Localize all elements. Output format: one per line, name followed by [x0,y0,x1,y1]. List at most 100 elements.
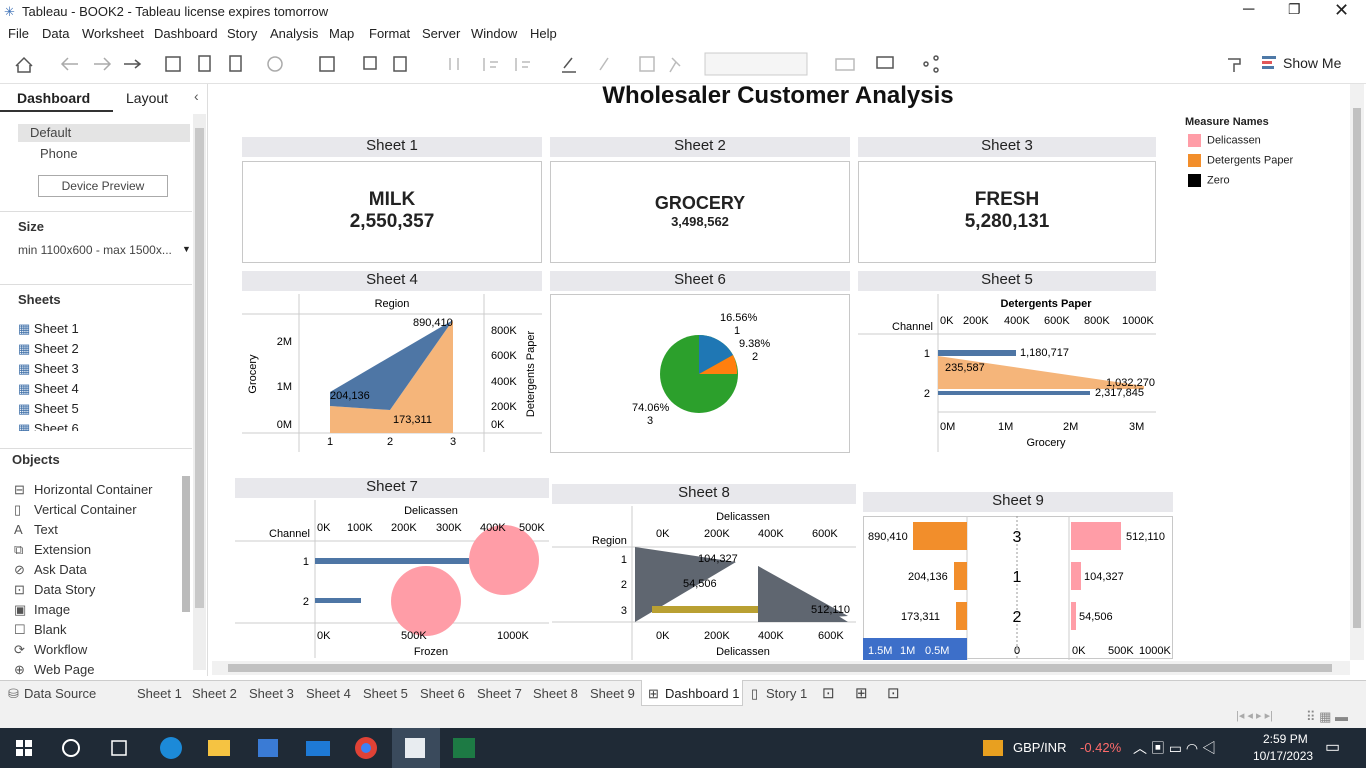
s8-top-0k: 0K [656,528,670,540]
sheet-list-item[interactable]: ▦ Sheet 3 [18,361,178,379]
object-item[interactable]: ⊕ Web Page [14,662,180,680]
object-item[interactable]: ⊟ Horizontal Container [14,482,180,500]
sheet5-area [938,356,1144,389]
menu-server[interactable]: Server [422,26,461,41]
tab-sheet-7[interactable]: Sheet 7 [477,686,522,701]
s5-row-2: 2 [924,388,930,400]
menu-dashboard[interactable]: Dashboard [154,26,218,41]
view-toggle-icon[interactable]: ⠿ ▦ ▬ [1306,709,1349,724]
tab-sheet-6[interactable]: Sheet 6 [420,686,465,701]
legend-item[interactable]: Zero [1188,174,1230,190]
object-item[interactable]: ▯ Vertical Container [14,502,180,520]
tab-sheet-8[interactable]: Sheet 8 [533,686,578,701]
new-worksheet-icon[interactable]: ⊡ [822,685,835,702]
object-item[interactable]: A Text [14,522,180,540]
tray-icons[interactable]: ︿ ▣ ▭ ◠ ◁ [1133,740,1217,756]
legend-item[interactable]: Delicassen [1188,134,1261,150]
s5-top-400k: 400K [1004,315,1030,327]
text-format-icon [639,56,655,72]
s5-label-235587: 235,587 [945,362,985,374]
legend-item[interactable]: Detergents Paper [1188,154,1293,170]
pin-icon [669,57,681,73]
tab-sheet-3[interactable]: Sheet 3 [249,686,294,701]
s9-axis-500k: 500K [1108,645,1134,657]
sheet1-header: Sheet 1 [242,137,542,157]
s7-top-300k: 300K [436,522,462,534]
objects-scrollbar[interactable] [182,476,190,612]
store-icon [258,739,278,757]
chevron-down-icon[interactable]: ▼ [182,244,191,254]
sheet-list-label: Sheet 6 [33,421,79,431]
pause-icon [229,55,242,72]
s5-top-1000k: 1000K [1122,315,1154,327]
blank-icon: ☐ [14,622,26,637]
save-icon [165,56,181,72]
device-phone[interactable]: Phone [40,146,78,161]
object-item[interactable]: ⊡ Data Story [14,582,180,600]
menu-window[interactable]: Window [471,26,518,41]
menu-worksheet[interactable]: Worksheet [82,26,144,41]
nav-arrows-icon[interactable]: |◂ ◂ ▸ ▸| [1236,710,1273,722]
web-page-icon: ⊕ [14,662,25,677]
s8-top-200k: 200K [704,528,730,540]
minimize-icon[interactable]: ─ [1243,1,1255,18]
mail-icon [306,741,330,756]
fresh-value: 5,280,131 [964,211,1050,232]
object-item[interactable]: ⧉ Extension [14,542,180,560]
tab-layout[interactable]: Layout [126,90,169,106]
s5-row-1: 1 [924,348,930,360]
object-item[interactable]: ☐ Blank [14,622,180,640]
taskbar-icons [16,728,1003,768]
sheet4-y-left: Grocery [247,354,259,394]
device-default[interactable]: Default [30,125,72,140]
tab-dashboard-1[interactable]: Dashboard 1 [665,686,740,701]
tab-story-1[interactable]: Story 1 [766,686,808,701]
device-preview-button[interactable]: Device Preview [38,175,168,197]
s5-top-600k: 600K [1044,315,1070,327]
object-item[interactable]: ⊘ Ask Data [14,562,180,580]
tab-dashboard[interactable]: Dashboard [17,90,91,106]
menu-file[interactable]: File [8,26,29,41]
tab-sheet-5[interactable]: Sheet 5 [363,686,408,701]
menu-story[interactable]: Story [227,26,258,41]
sheet2-header: Sheet 2 [550,137,850,157]
object-item[interactable]: ⟳ Workflow [14,642,180,660]
tab-sheet-1[interactable]: Sheet 1 [137,686,182,701]
pie-slice-2 [699,355,738,374]
close-icon[interactable]: ✕ [1334,0,1350,20]
sheet-list-item[interactable]: ▦ Sheet 2 [18,341,178,359]
object-label: Vertical Container [34,502,137,517]
sheet7-bar-ch2 [315,598,361,603]
horizontal-scrollbar[interactable] [212,661,1350,675]
tab-sheet-2[interactable]: Sheet 2 [192,686,237,701]
tab-sheet-9[interactable]: Sheet 9 [590,686,635,701]
notification-icon[interactable]: ▭ [1325,739,1341,756]
worksheet-icon: ▦ [18,381,34,396]
sheet-list-item[interactable]: ▦ Sheet 1 [18,321,178,339]
sheet-list-item[interactable]: ▦ Sheet 4 [18,381,178,399]
s4-label-204136: 204,136 [330,390,370,402]
tab-data-source[interactable]: Data Source [24,686,97,701]
new-dashboard-icon[interactable]: ⊞ [855,685,868,702]
vertical-scrollbar[interactable] [1350,84,1364,660]
s5-row-title: Channel [892,321,933,333]
new-story-icon[interactable]: ⊡ [887,685,900,702]
size-dropdown[interactable]: min 1100x600 - max 1500x... [18,243,172,257]
menu-help[interactable]: Help [530,26,557,41]
show-me-button[interactable]: Show Me [1283,55,1342,71]
menu-map[interactable]: Map [329,26,355,41]
menu-data[interactable]: Data [42,26,70,41]
s5-top-title: Detergents Paper [1000,298,1092,310]
collapse-icon[interactable]: ‹ [194,88,199,104]
pie-slice-1 [699,335,733,374]
new-sheet-icon [319,56,335,72]
menu-analysis[interactable]: Analysis [270,26,319,41]
restore-icon[interactable]: ❐ [1288,1,1301,17]
menu-format[interactable]: Format [369,26,411,41]
s4-right-tick-400k: 400K [491,376,517,388]
sheet7-header: Sheet 7 [235,478,549,498]
sheet-list-item[interactable]: ▦ Sheet 5 [18,401,178,419]
sheet-list-item[interactable]: ▦ Sheet 6 [18,421,178,431]
object-item[interactable]: ▣ Image [14,602,180,620]
tab-sheet-4[interactable]: Sheet 4 [306,686,351,701]
